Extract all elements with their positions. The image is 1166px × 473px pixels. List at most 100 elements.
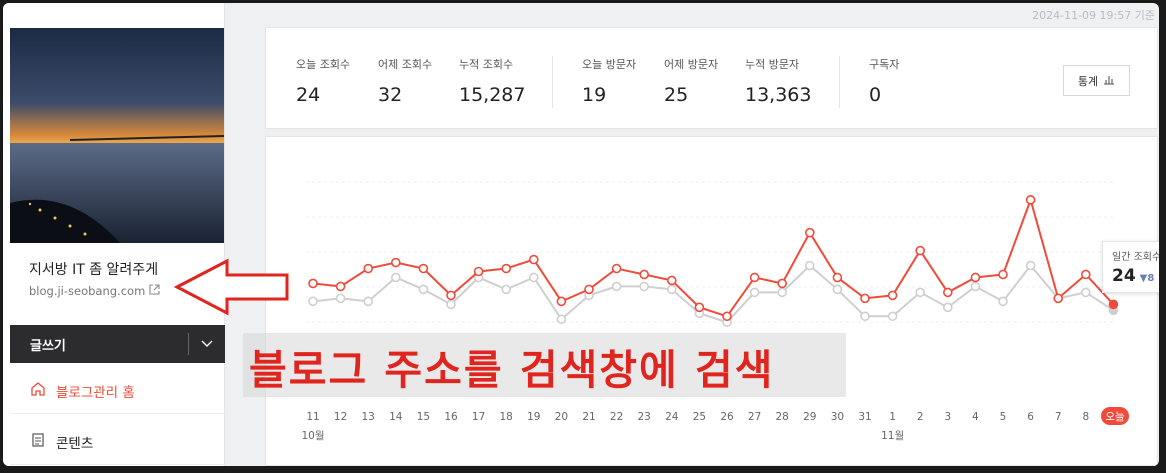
series-point-0 bbox=[584, 284, 594, 295]
series-point-0 bbox=[777, 278, 788, 289]
today-pill[interactable]: 오늘 bbox=[1101, 407, 1129, 425]
stat-subscribers: 구독자 0 bbox=[869, 56, 899, 106]
stat-value: 13,363 bbox=[745, 84, 812, 106]
series-point-0 bbox=[666, 275, 677, 286]
stat-value: 0 bbox=[869, 84, 882, 106]
stat-label: 어제 조회수 bbox=[378, 58, 433, 71]
stat-label: 오늘 조회수 bbox=[296, 58, 351, 71]
series-point-1 bbox=[970, 281, 981, 292]
blog-profile-image[interactable] bbox=[10, 28, 224, 243]
series-point-0 bbox=[473, 266, 484, 277]
tooltip-value: 24 bbox=[1112, 266, 1136, 286]
series-point-0 bbox=[860, 293, 870, 304]
x-tick-label: 3 bbox=[944, 411, 951, 423]
series-point-0 bbox=[1053, 293, 1064, 304]
x-tick-label: 23 bbox=[638, 411, 651, 423]
sidebar-item-blog-home[interactable]: 블로그관리 홈 bbox=[10, 368, 225, 414]
series-point-1 bbox=[998, 296, 1008, 307]
tooltip-label: 일간 조회수 bbox=[1112, 252, 1159, 263]
series-point-1 bbox=[335, 293, 346, 304]
sidebar: 지서방 IT 좀 알려주게 blog.ji-seobang.com 글쓰기 블로… bbox=[3, 3, 225, 466]
document-icon bbox=[30, 432, 46, 452]
stat-value: 25 bbox=[664, 84, 689, 106]
x-tick-label: 17 bbox=[472, 411, 485, 423]
series-point-0 bbox=[942, 287, 953, 298]
stat-value: 19 bbox=[582, 84, 607, 106]
series-point-0 bbox=[639, 269, 650, 280]
series-point-0 bbox=[722, 311, 732, 322]
x-tick-label: 28 bbox=[776, 411, 789, 423]
series-point-0 bbox=[694, 302, 705, 313]
stat-yesterday-views: 어제 조회수 32 bbox=[378, 56, 432, 106]
write-post-button[interactable]: 글쓰기 bbox=[30, 338, 66, 354]
series-point-0 bbox=[832, 272, 843, 283]
series-line-1 bbox=[312, 263, 1114, 324]
series-point-0 bbox=[418, 263, 429, 274]
series-point-0 bbox=[1025, 195, 1036, 205]
x-tick-label: 26 bbox=[720, 411, 734, 423]
write-post-bar: 글쓰기 bbox=[10, 325, 225, 363]
x-tick-label: 20 bbox=[555, 411, 568, 423]
series-point-0 bbox=[611, 263, 622, 274]
x-tick-label: 6 bbox=[1027, 411, 1034, 423]
daily-views-chart-card: 11 12 13 14 15 16 17 18 19 20 21 22 23 24 25 26 27 28 29 30… bbox=[265, 136, 1159, 466]
x-tick-label: 12 bbox=[334, 411, 347, 423]
series-point-1 bbox=[832, 284, 843, 295]
sidebar-item-label: 콘텐츠 bbox=[56, 435, 94, 452]
series-point-0 bbox=[1108, 299, 1119, 310]
statistics-button[interactable]: 통계 bbox=[1063, 65, 1130, 96]
series-point-0 bbox=[887, 290, 898, 301]
chevron-down-icon[interactable] bbox=[189, 340, 225, 348]
x-tick-label: 8 bbox=[1082, 411, 1089, 423]
series-point-1 bbox=[666, 284, 677, 295]
x-tick-label: 2 bbox=[917, 411, 924, 423]
series-point-1 bbox=[363, 296, 373, 307]
series-point-1 bbox=[777, 287, 788, 298]
series-point-0 bbox=[446, 290, 456, 301]
daily-views-chart: 11 12 13 14 15 16 17 18 19 20 21 22 23 24 25 26 27 28 29 30… bbox=[301, 181, 1119, 442]
series-point-1 bbox=[804, 260, 815, 271]
series-point-1 bbox=[556, 314, 567, 325]
x-tick-label: 4 bbox=[972, 411, 979, 423]
stat-label: 구독자 bbox=[869, 58, 900, 71]
x-tick-label: 1 bbox=[889, 411, 896, 423]
sidebar-item-contents[interactable]: 콘텐츠 bbox=[10, 419, 225, 465]
blog-url-link[interactable]: blog.ji-seobang.com bbox=[29, 284, 160, 298]
month-label: 10월 bbox=[301, 430, 324, 442]
annotation-arrow-icon bbox=[173, 258, 289, 316]
series-point-1 bbox=[1080, 287, 1091, 298]
series-point-1 bbox=[915, 287, 926, 298]
series-point-0 bbox=[804, 227, 815, 238]
sidebar-item-label: 블로그관리 홈 bbox=[56, 384, 135, 401]
series-point-0 bbox=[749, 272, 760, 283]
x-tick-label: 15 bbox=[417, 411, 430, 423]
x-tick-label: 24 bbox=[665, 411, 679, 423]
divider bbox=[188, 333, 189, 355]
series-point-1 bbox=[639, 281, 650, 292]
x-tick-label: 14 bbox=[389, 411, 403, 423]
series-point-0 bbox=[1080, 269, 1091, 280]
series-point-0 bbox=[970, 272, 981, 283]
divider bbox=[839, 56, 840, 108]
series-point-0 bbox=[528, 254, 539, 265]
stat-total-visitors: 누적 방문자 13,363 bbox=[745, 56, 811, 106]
stat-label: 누적 방문자 bbox=[745, 58, 800, 71]
stat-label: 오늘 방문자 bbox=[582, 58, 637, 71]
series-point-0 bbox=[391, 257, 401, 268]
series-point-1 bbox=[501, 284, 511, 295]
blog-title[interactable]: 지서방 IT 좀 알려주게 bbox=[29, 262, 159, 278]
x-tick-label: 29 bbox=[803, 411, 816, 423]
x-tick-label: 22 bbox=[610, 411, 623, 423]
blog-url-text: blog.ji-seobang.com bbox=[29, 284, 146, 298]
series-point-0 bbox=[915, 245, 926, 256]
stat-yesterday-visitors: 어제 방문자 25 bbox=[664, 56, 718, 106]
x-tick-label: 30 bbox=[831, 411, 844, 423]
x-tick-label: 19 bbox=[527, 411, 540, 423]
x-tick-label: 5 bbox=[1000, 411, 1007, 423]
statistics-button-label: 통계 bbox=[1077, 74, 1099, 88]
bar-chart-icon bbox=[1103, 74, 1115, 88]
annotation-highlight-box bbox=[243, 333, 846, 397]
stats-summary-card: 오늘 조회수 24 어제 조회수 32 누적 조회수 15,287 오늘 방문자… bbox=[265, 27, 1158, 129]
x-tick-label: 25 bbox=[693, 411, 706, 423]
series-point-1 bbox=[611, 281, 622, 292]
